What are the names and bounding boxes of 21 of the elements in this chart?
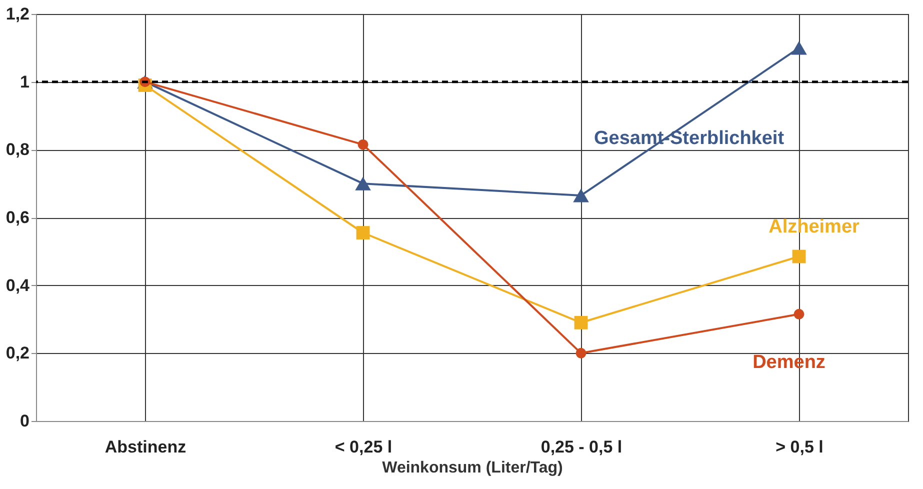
y-tick-label: 0,2 bbox=[6, 344, 30, 363]
point bbox=[573, 188, 589, 202]
x-tick-label: > 0,5 l bbox=[776, 438, 824, 456]
point bbox=[574, 316, 588, 330]
point bbox=[355, 176, 371, 190]
point bbox=[792, 250, 806, 264]
y-tick-label: 0 bbox=[20, 412, 30, 430]
x-tick-label: 0,25 - 0,5 l bbox=[540, 438, 622, 456]
point bbox=[576, 348, 586, 358]
x-tick-label: Abstinenz bbox=[104, 438, 186, 456]
y-tick-label: 0,8 bbox=[6, 140, 30, 160]
x-axis-title: Weinkonsum (Liter/Tag) bbox=[382, 460, 563, 476]
y-tick-label: 1,2 bbox=[6, 4, 30, 24]
point bbox=[794, 308, 804, 320]
point bbox=[358, 139, 368, 150]
y-tick-label: 0,4 bbox=[6, 276, 30, 295]
x-tick-label: < 0,25 l bbox=[334, 438, 392, 456]
y-tick-label: 1 bbox=[20, 72, 30, 92]
point bbox=[356, 226, 370, 240]
y-tick-label: 0,6 bbox=[6, 208, 30, 227]
point bbox=[791, 41, 807, 55]
